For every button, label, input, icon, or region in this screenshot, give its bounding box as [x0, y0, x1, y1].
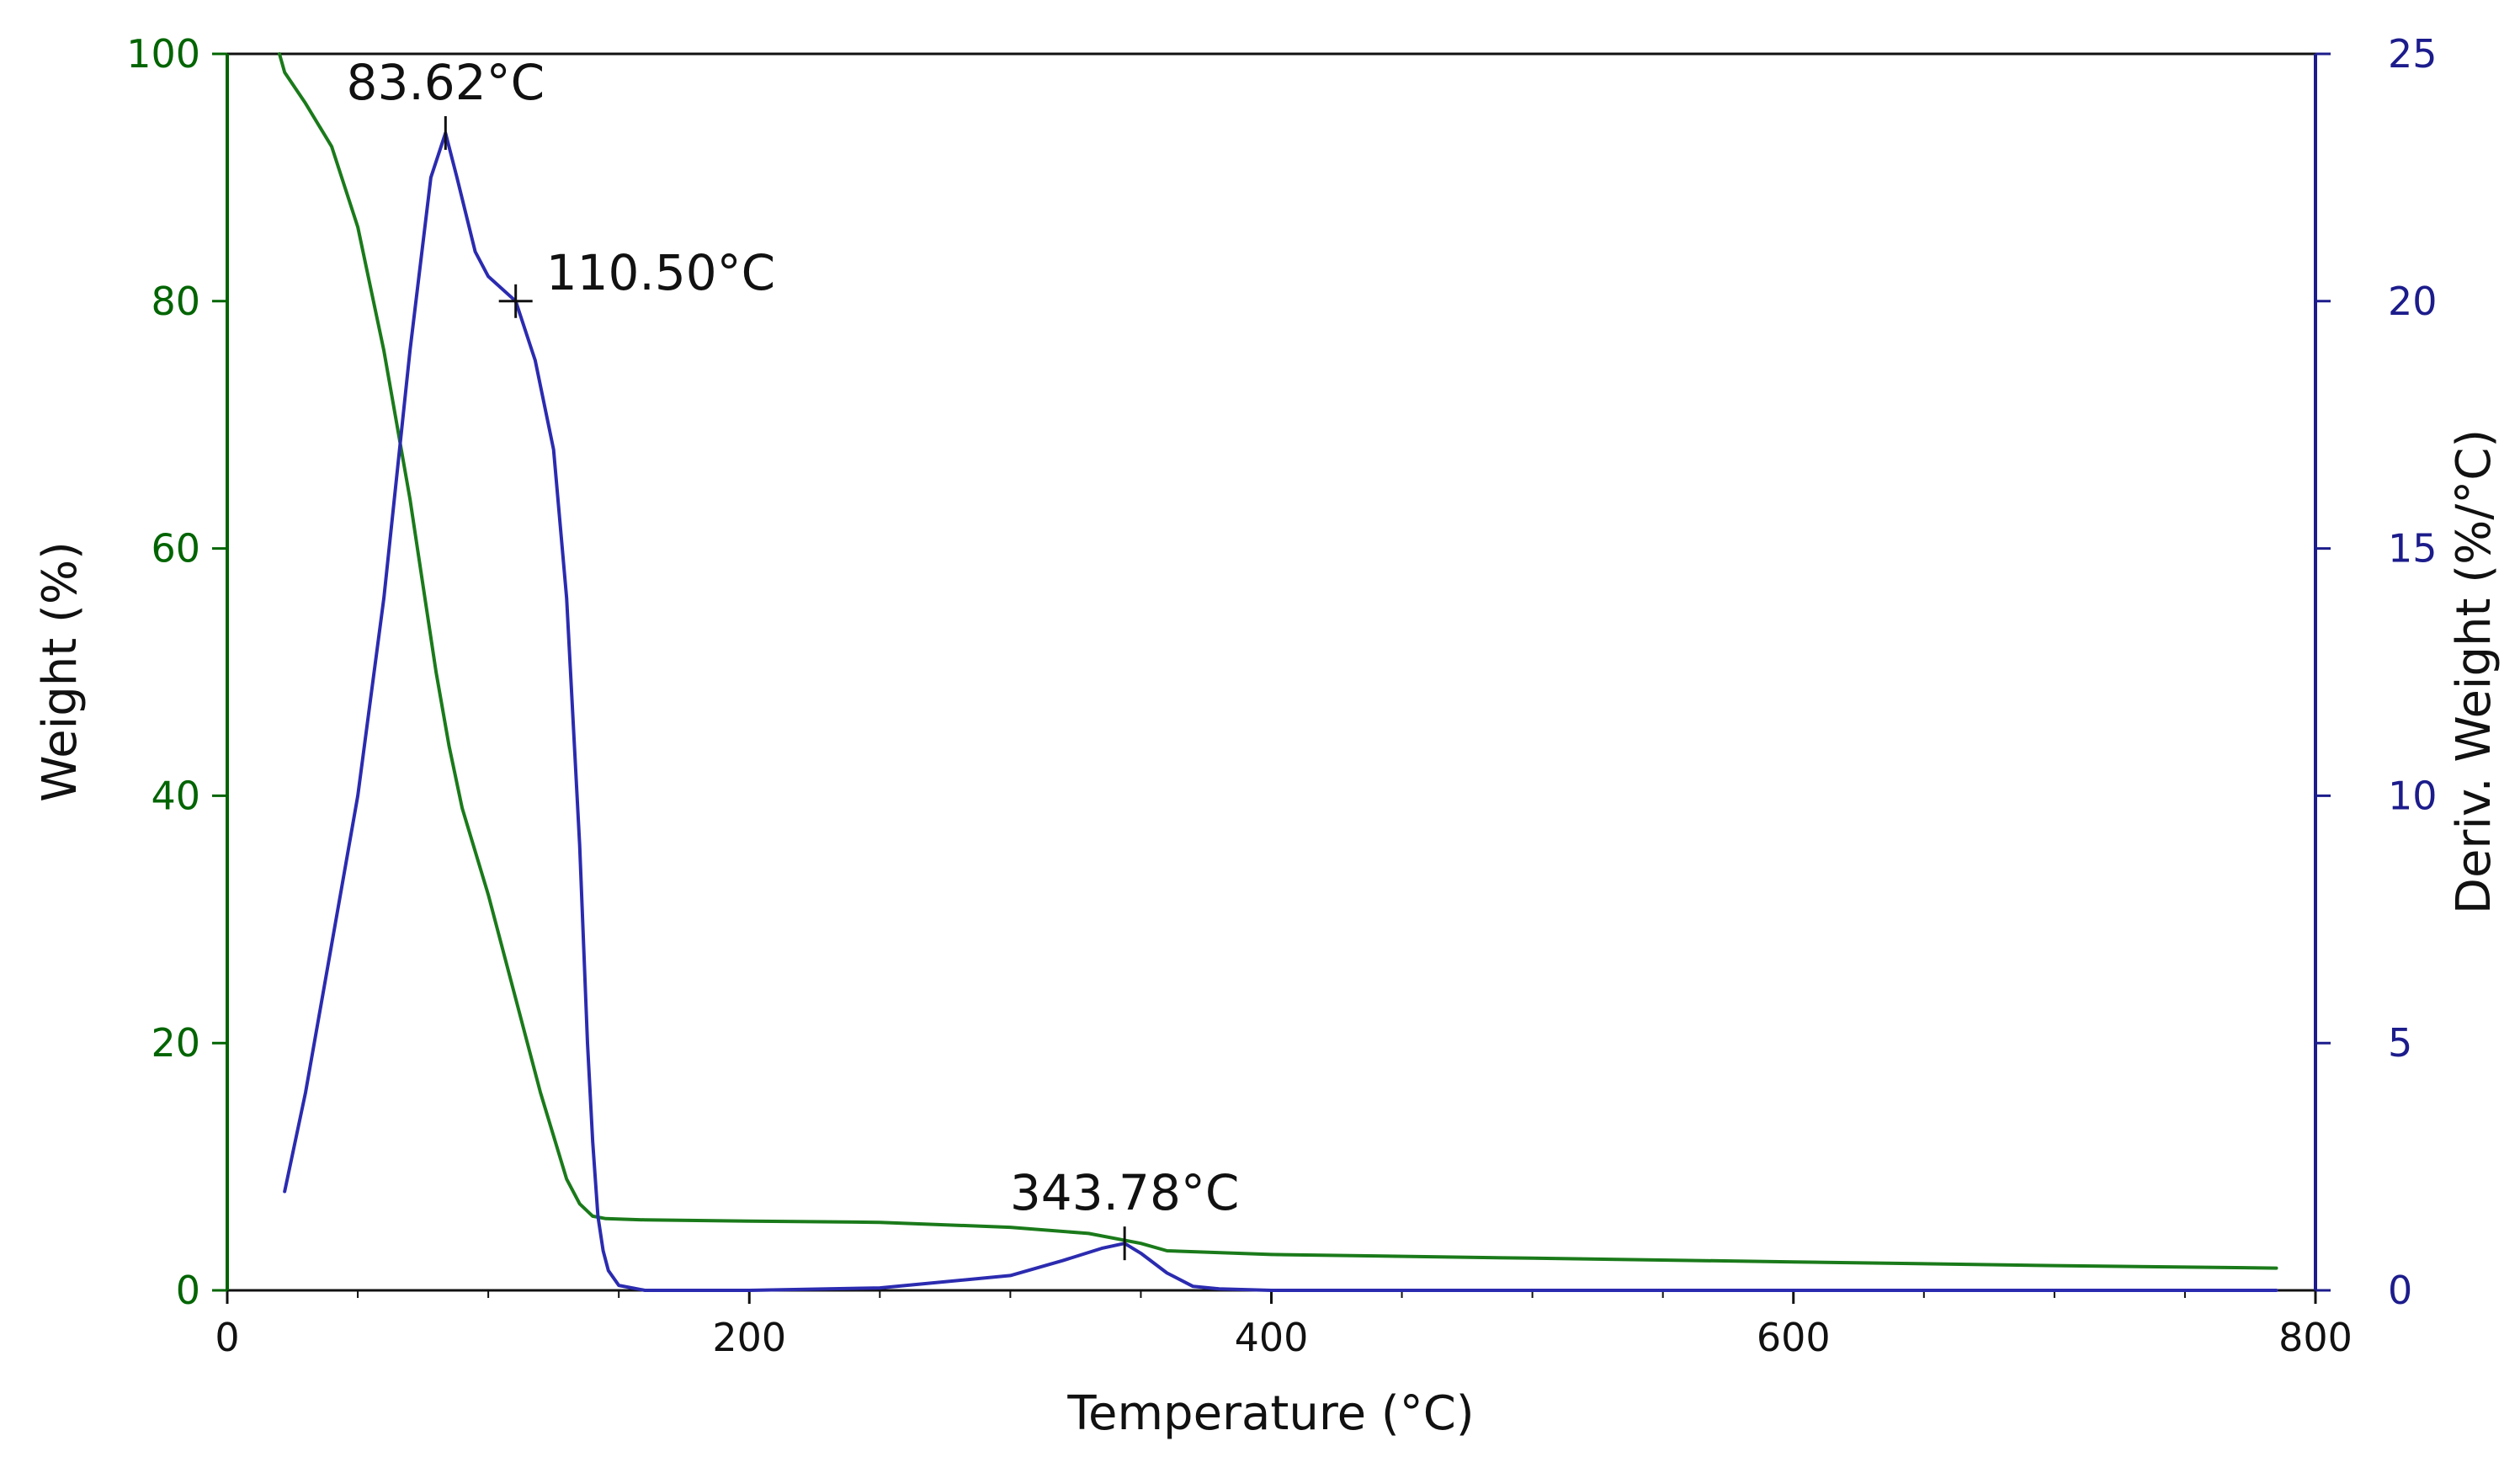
x-tick-label: 400 [1235, 1315, 1309, 1360]
plot-frame [226, 52, 2317, 1292]
y-left-tick-label: 80 [151, 279, 200, 324]
x-axis-title: Temperature (°C) [1066, 1386, 1474, 1441]
x-tick-label: 800 [2278, 1315, 2353, 1360]
weight-series-line [278, 52, 2278, 1270]
x-tick-label: 0 [215, 1315, 239, 1360]
deriv-series-line [283, 131, 2278, 1292]
y-left-tick-label: 0 [176, 1268, 200, 1313]
annotation-label: 83.62°C [347, 54, 545, 111]
y-left-tick-label: 40 [151, 773, 200, 818]
y-right-axis-title: Deriv. Weight (%/°C) [2447, 429, 2501, 914]
y-left-tick-label: 60 [151, 526, 200, 572]
y-right-tick-label: 25 [2388, 31, 2438, 77]
y-right-tick-label: 20 [2388, 279, 2438, 324]
y-right-tick-label: 0 [2388, 1268, 2412, 1313]
x-tick-label: 200 [712, 1315, 786, 1360]
axis-ticks: 0 200 400 600 800 0 20 40 60 80 100 0 5 10 15 20 25 [126, 31, 2437, 1360]
annotation-label: 343.78°C [1010, 1164, 1239, 1221]
y-left-tick-label: 100 [126, 31, 200, 77]
y-right-tick-label: 15 [2388, 526, 2438, 572]
y-left-tick-label: 20 [151, 1020, 200, 1066]
y-right-tick-label: 5 [2388, 1020, 2412, 1066]
annotation-label: 110.50°C [546, 244, 775, 301]
data-series [278, 52, 2278, 1292]
peak-annotations: 83.62°C 110.50°C 343.78°C [347, 54, 1239, 1261]
y-right-tick-label: 10 [2388, 773, 2438, 818]
y-left-axis-title: Weight (%) [33, 541, 88, 802]
x-tick-label: 600 [1757, 1315, 1831, 1360]
